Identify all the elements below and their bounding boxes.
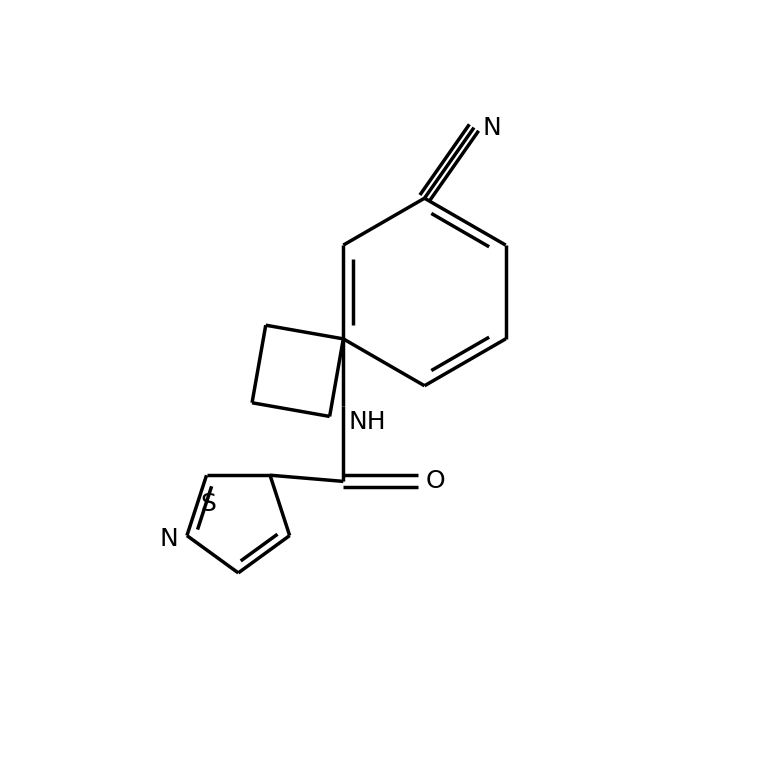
Text: O: O: [426, 469, 446, 494]
Text: N: N: [159, 527, 178, 552]
Text: S: S: [201, 492, 217, 516]
Text: N: N: [483, 115, 502, 140]
Text: NH: NH: [348, 410, 386, 434]
